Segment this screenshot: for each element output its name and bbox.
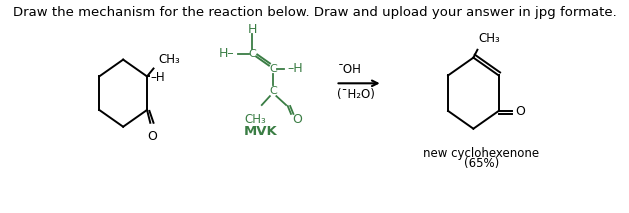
Text: (65%): (65%) [464, 157, 499, 170]
Text: H: H [247, 23, 257, 36]
Text: Draw the mechanism for the reaction below. Draw and upload your answer in jpg fo: Draw the mechanism for the reaction belo… [13, 6, 616, 19]
Text: CH₃: CH₃ [245, 113, 266, 126]
Text: CH₃: CH₃ [159, 53, 180, 66]
Text: C: C [248, 49, 256, 59]
Text: O: O [147, 130, 157, 143]
Text: –H: –H [150, 71, 165, 84]
Text: CH₃: CH₃ [478, 32, 500, 45]
Text: H–: H– [219, 47, 234, 60]
Text: C: C [269, 63, 277, 73]
Text: MVK: MVK [244, 125, 278, 138]
Text: ¯OH: ¯OH [338, 63, 362, 76]
Text: (¯H₂O): (¯H₂O) [337, 88, 375, 101]
Text: O: O [515, 105, 525, 118]
Text: C: C [269, 86, 277, 96]
Text: O: O [292, 113, 303, 126]
Text: –H: –H [287, 62, 303, 75]
Text: new cyclohexenone: new cyclohexenone [423, 147, 540, 160]
